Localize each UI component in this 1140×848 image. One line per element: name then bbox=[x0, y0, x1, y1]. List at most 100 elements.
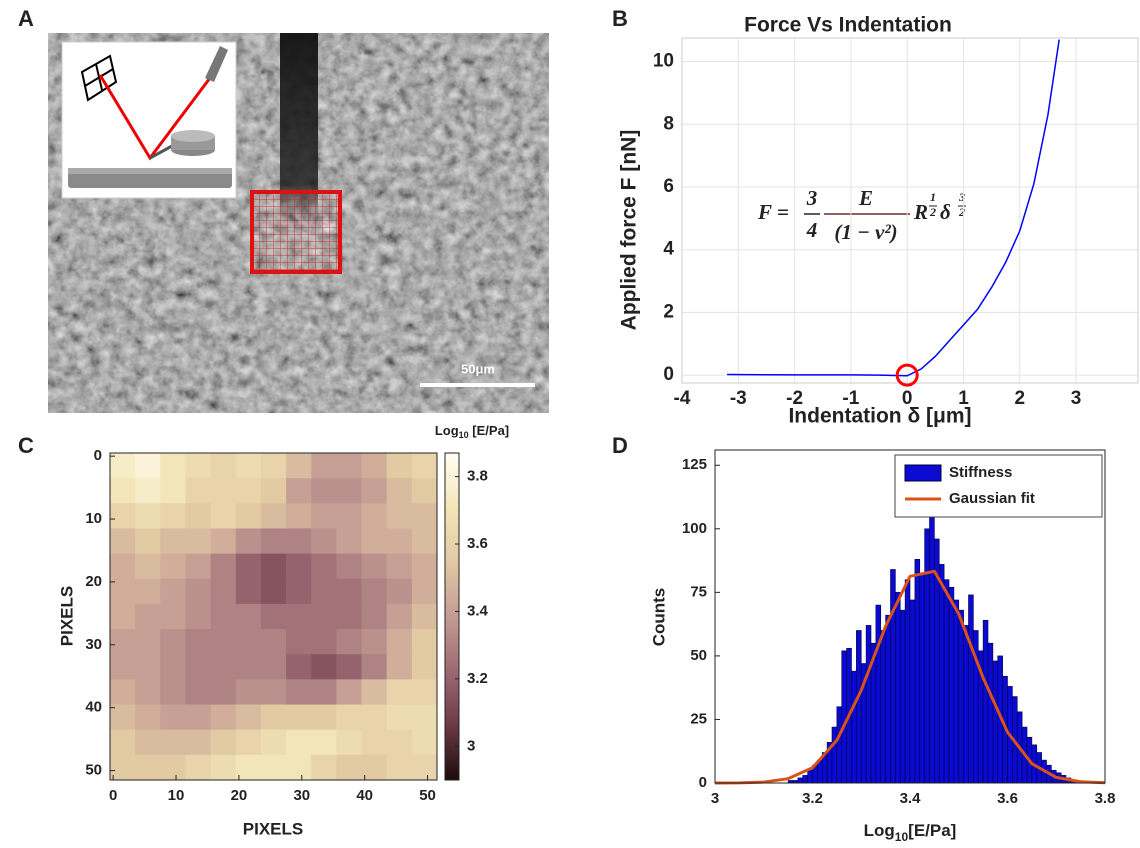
heatmap-cell bbox=[110, 603, 136, 630]
colorbar-tick-label: 3.8 bbox=[467, 468, 488, 485]
y-tick-label: 0 bbox=[94, 447, 102, 464]
heatmap-cell bbox=[160, 503, 186, 529]
heatmap-cell bbox=[411, 553, 438, 580]
x-tick-label: 10 bbox=[168, 787, 185, 804]
heatmap-cell bbox=[311, 603, 337, 630]
x-tick-label: 0 bbox=[109, 787, 117, 804]
heatmap-cell bbox=[386, 603, 413, 630]
heatmap-cell bbox=[311, 729, 337, 756]
heatmap-cell bbox=[160, 679, 186, 706]
formula-exp: 2 bbox=[958, 205, 965, 219]
heatmap-cell bbox=[386, 729, 413, 756]
label-part: Log bbox=[864, 821, 895, 840]
histogram-bar bbox=[875, 604, 882, 784]
heatmap-cell bbox=[411, 754, 438, 781]
heatmap-cell bbox=[336, 553, 363, 580]
heatmap-cell bbox=[135, 503, 161, 529]
histogram-bar bbox=[958, 609, 964, 784]
y-tick-label: 0 bbox=[699, 774, 707, 791]
y-tick-label: 30 bbox=[85, 636, 102, 653]
heatmap-cell bbox=[260, 503, 287, 529]
x-tick-label: 3 bbox=[1071, 388, 1082, 409]
heatmap-cell bbox=[210, 629, 237, 655]
y-axis-label: Counts bbox=[649, 588, 668, 647]
heatmap-cell bbox=[185, 528, 212, 555]
heatmap-cell bbox=[110, 528, 136, 555]
heatmap-cell bbox=[235, 729, 262, 756]
y-tick-label: 25 bbox=[690, 710, 707, 727]
histogram-bar bbox=[929, 513, 935, 784]
legend-label: Gaussian fit bbox=[949, 490, 1035, 507]
formula-exp: 3 bbox=[958, 190, 965, 204]
histogram-bar bbox=[880, 630, 886, 784]
heatmap-cell bbox=[311, 528, 337, 555]
heatmap-cell bbox=[260, 679, 287, 706]
colorbar-label: Log10 [E/Pa] bbox=[435, 423, 509, 440]
histogram-bar bbox=[841, 650, 847, 784]
x-tick-label: 0 bbox=[902, 388, 913, 409]
y-tick-label: 10 bbox=[85, 510, 102, 527]
heatmap-cell bbox=[235, 478, 262, 504]
heatmap-cell bbox=[260, 629, 287, 655]
heatmap-cell bbox=[336, 654, 363, 680]
heatmap-cell bbox=[235, 704, 262, 731]
x-tick-label: 3.6 bbox=[997, 790, 1018, 807]
heatmap-cell bbox=[311, 654, 337, 680]
x-tick-label: 3.2 bbox=[802, 790, 823, 807]
contact-point bbox=[895, 363, 919, 387]
heatmap-cell bbox=[361, 629, 388, 655]
formula-frac-num: E bbox=[858, 186, 873, 210]
label-part: Log bbox=[435, 423, 459, 438]
x-tick-label: 20 bbox=[231, 787, 248, 804]
heatmap-cell bbox=[135, 729, 161, 756]
y-axis-label: PIXELS bbox=[57, 586, 76, 646]
heatmap-cell bbox=[210, 553, 237, 580]
heatmap-cell bbox=[185, 704, 212, 731]
heatmap-cell bbox=[260, 553, 287, 580]
heatmap-cell bbox=[135, 553, 161, 580]
heatmap-cell bbox=[260, 453, 287, 479]
heatmap-cell bbox=[185, 629, 212, 655]
heatmap-cell bbox=[286, 729, 312, 756]
y-tick-label: 50 bbox=[85, 762, 102, 779]
heatmap-cell bbox=[185, 578, 212, 605]
heatmap-cell bbox=[286, 754, 312, 781]
x-tick-label: 1 bbox=[958, 388, 969, 409]
histogram-bar bbox=[914, 559, 921, 784]
heatmap-cell bbox=[110, 654, 136, 680]
heatmap-cell bbox=[336, 679, 363, 706]
histogram-bar bbox=[943, 579, 950, 784]
heatmap-cell bbox=[411, 503, 438, 529]
heatmap-cell bbox=[160, 578, 186, 605]
heatmap-cell bbox=[135, 629, 161, 655]
heatmap-cell bbox=[235, 453, 262, 479]
heatmap-cell bbox=[210, 704, 237, 731]
heatmap-cell bbox=[386, 754, 413, 781]
x-tick-label: 3.8 bbox=[1095, 790, 1116, 807]
histogram-bar bbox=[851, 670, 857, 784]
formula-frac-den: (1 − ν²) bbox=[834, 220, 897, 244]
heatmap-cell bbox=[185, 679, 212, 706]
heatmap-cell bbox=[210, 528, 237, 555]
heatmap-cell bbox=[235, 553, 262, 580]
x-axis-label: Log10[E/Pa] bbox=[864, 821, 957, 844]
heatmap-cell bbox=[361, 528, 388, 555]
scale-bar-label: 50μm bbox=[461, 361, 495, 376]
afm-schematic bbox=[61, 41, 237, 199]
heatmap-cell bbox=[260, 578, 287, 605]
heatmap-cell bbox=[336, 754, 363, 781]
heatmap-cell bbox=[160, 453, 186, 479]
formula-r: R bbox=[913, 200, 928, 224]
heatmap-cell bbox=[311, 754, 337, 781]
heatmap-cell bbox=[185, 754, 212, 781]
panel-label: B bbox=[612, 6, 628, 31]
histogram-bar bbox=[982, 620, 989, 784]
heatmap-cell bbox=[260, 729, 287, 756]
heatmap-cell bbox=[135, 754, 161, 781]
panel-label: A bbox=[18, 6, 34, 31]
heatmap-cell bbox=[336, 503, 363, 529]
heatmap-cell bbox=[185, 603, 212, 630]
heatmap-cell bbox=[235, 603, 262, 630]
heatmap-cell bbox=[361, 478, 388, 504]
